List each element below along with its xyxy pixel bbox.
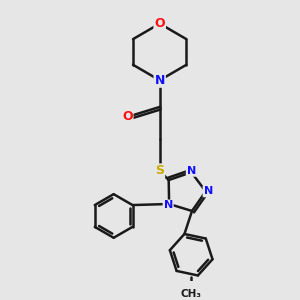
Text: O: O	[154, 17, 165, 30]
Text: CH₃: CH₃	[181, 290, 202, 299]
Text: O: O	[122, 110, 133, 123]
Text: N: N	[154, 74, 165, 87]
Text: N: N	[164, 200, 173, 210]
Text: S: S	[155, 164, 164, 177]
Text: N: N	[203, 186, 213, 197]
Text: N: N	[187, 166, 196, 176]
